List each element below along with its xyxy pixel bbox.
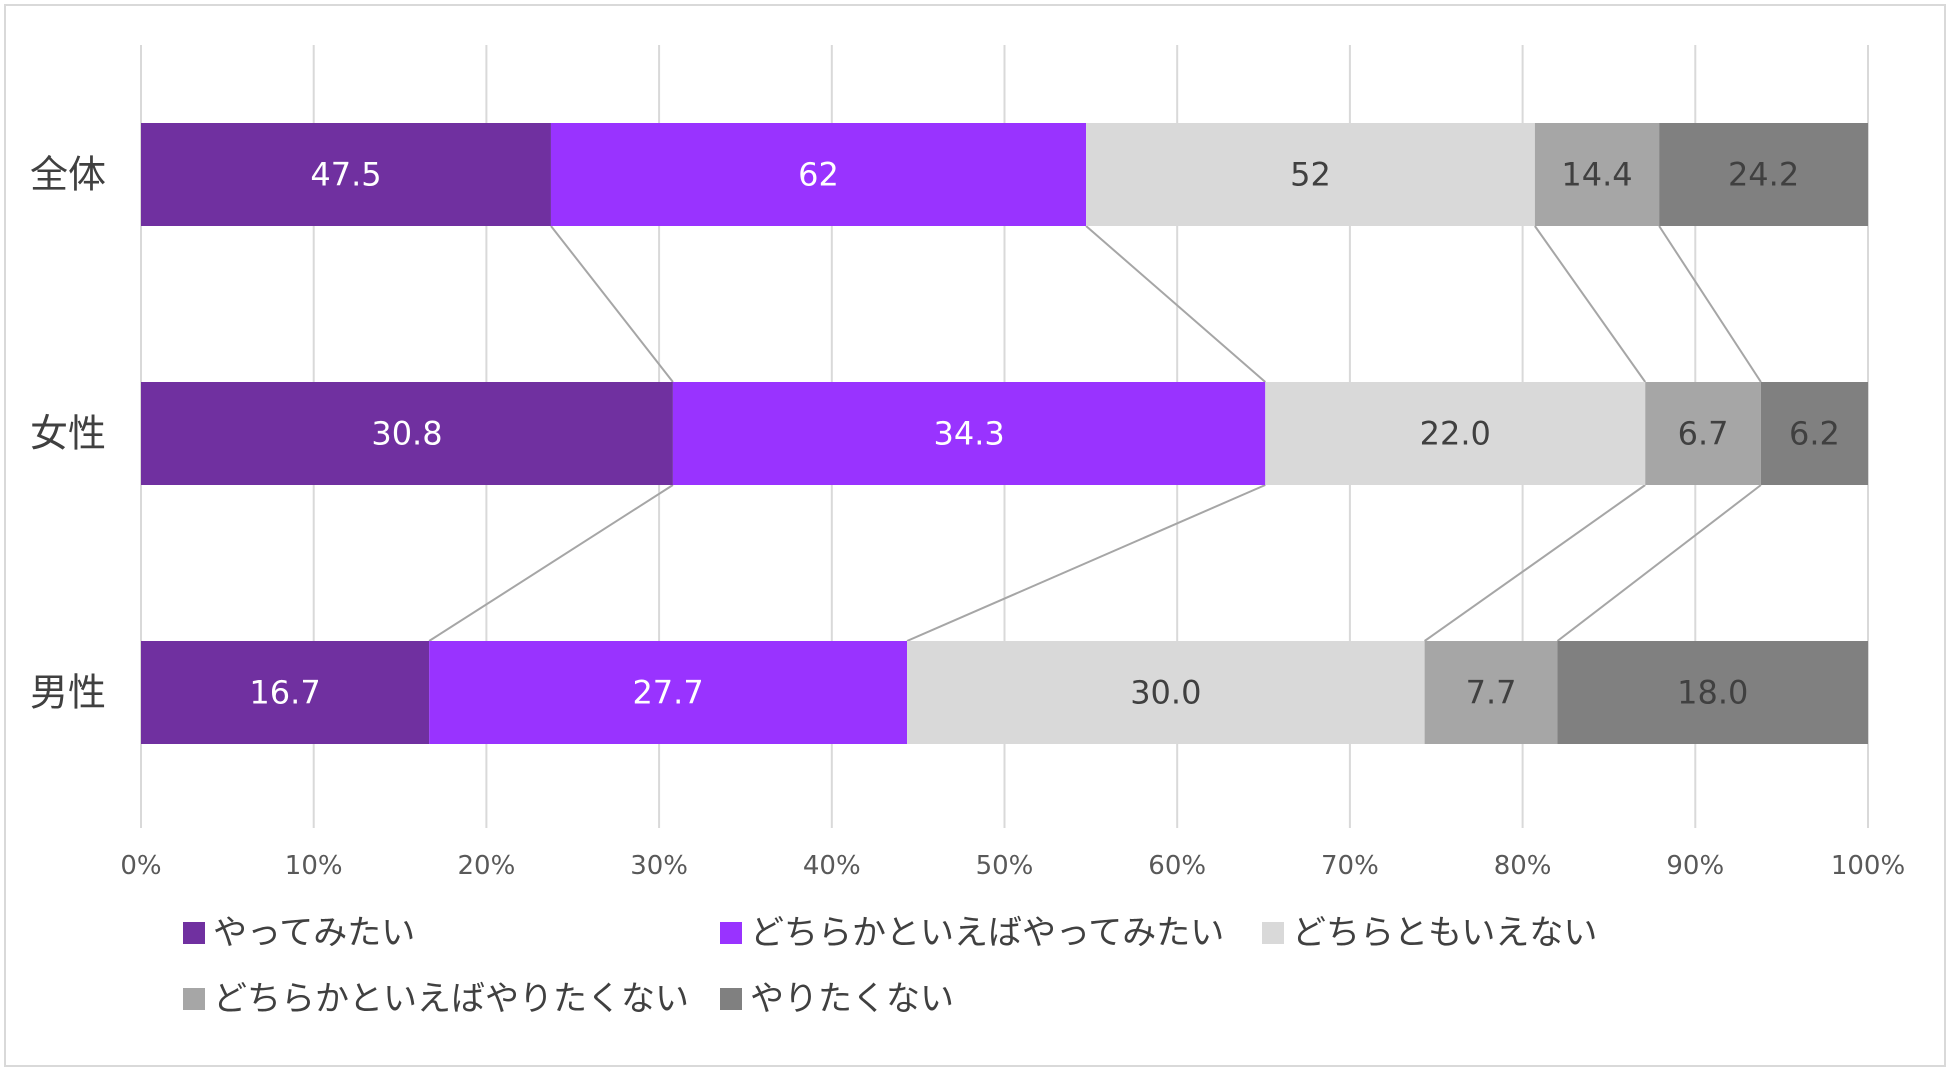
bar-男性-series-1: [141, 641, 430, 744]
bars: [141, 123, 1868, 744]
series-line: [1658, 225, 1762, 383]
data-label: 30.8: [371, 415, 442, 453]
series-line: [906, 484, 1266, 642]
bar-全体-series-5: [1659, 123, 1868, 226]
data-label: 47.5: [310, 156, 381, 194]
x-tick-label: 80%: [1494, 851, 1552, 881]
x-tick-label: 0%: [120, 851, 161, 881]
series-lines: [428, 225, 1762, 642]
bar-男性-series-3: [907, 641, 1425, 744]
data-label: 14.4: [1561, 156, 1632, 194]
data-label: 62: [798, 156, 839, 194]
data-label: 24.2: [1728, 156, 1799, 194]
series-line: [1556, 484, 1762, 642]
legend-label: やりたくない: [750, 979, 954, 1019]
bar-男性-series-4: [1424, 641, 1558, 744]
bar-男性-series-5: [1557, 641, 1868, 744]
data-label: 6.2: [1789, 415, 1840, 453]
x-tick-label: 30%: [630, 851, 688, 881]
x-tick-label: 90%: [1666, 851, 1724, 881]
bar-男性-series-2: [429, 641, 908, 744]
bar-女性-series-2: [672, 382, 1266, 485]
legend: やってみたい どちらかといえばやってみたい どちらともいえないどちらかといえばやりた…: [183, 913, 1597, 1019]
data-label: 16.7: [249, 674, 320, 712]
legend-label: どちらかといえばやりたくない: [213, 979, 689, 1019]
series-line: [1424, 484, 1646, 642]
legend-label: やってみたい: [213, 913, 415, 953]
series-line: [1534, 225, 1647, 383]
legend-swatch: [183, 922, 205, 944]
bar-全体-series-4: [1534, 123, 1660, 226]
x-tick-label: 60%: [1148, 851, 1206, 881]
legend-swatch: [720, 922, 742, 944]
bar-女性-series-1: [141, 382, 673, 485]
data-label: 27.7: [632, 674, 703, 712]
bar-女性-series-5: [1760, 382, 1868, 485]
legend-label: どちらかといえばやってみたい: [750, 913, 1224, 953]
x-tick-label: 70%: [1321, 851, 1379, 881]
legend-swatch: [1262, 922, 1284, 944]
data-label: 30.0: [1130, 674, 1201, 712]
series-line: [550, 225, 674, 383]
x-tick-label: 40%: [803, 851, 861, 881]
data-labels: 47.5 30.8 16.7 62 34.3 27.7 52 22.0 30.0 14.4 6.7 7…: [249, 156, 1839, 712]
data-label: 52: [1290, 156, 1331, 194]
bar-全体-series-1: [141, 123, 551, 226]
data-label: 34.3: [933, 415, 1004, 453]
x-tick-label: 100%: [1831, 851, 1905, 881]
data-label: 6.7: [1678, 415, 1729, 453]
legend-swatch: [183, 988, 205, 1010]
bar-全体-series-3: [1086, 123, 1535, 226]
data-label: 22.0: [1420, 415, 1491, 453]
bar-女性-series-4: [1645, 382, 1761, 485]
series-line: [1085, 225, 1266, 383]
legend-label: どちらともいえない: [1292, 913, 1597, 953]
data-label: 7.7: [1466, 674, 1517, 712]
series-line: [428, 484, 674, 642]
x-tick-label: 20%: [458, 851, 516, 881]
bar-全体-series-2: [550, 123, 1087, 226]
x-tick-label: 10%: [285, 851, 343, 881]
x-tick-label: 50%: [976, 851, 1034, 881]
category-label: 男性: [30, 671, 106, 715]
data-label: 18.0: [1677, 674, 1748, 712]
bar-女性-series-3: [1265, 382, 1646, 485]
category-label: 女性: [30, 412, 106, 456]
category-label: 全体: [30, 153, 106, 197]
value-axis: 0% 10% 20% 30% 40% 50% 60% 70% 80% 90% 100%: [120, 851, 1905, 881]
legend-swatch: [720, 988, 742, 1010]
